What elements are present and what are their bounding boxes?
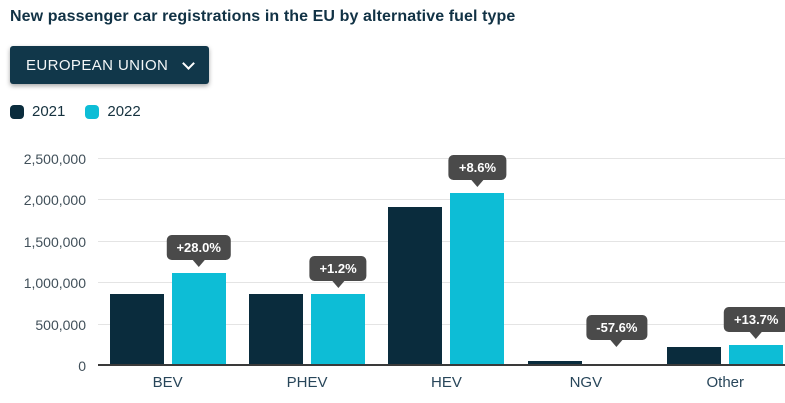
bar-2022-phev (311, 294, 366, 366)
y-tick-label: 2,500,000 (23, 151, 86, 167)
legend-label-2021: 2021 (32, 103, 66, 120)
change-label-ngv: -57.6% (586, 315, 648, 340)
x-axis-label-hev: HEV (431, 374, 462, 391)
legend-swatch-2022 (85, 104, 100, 119)
bar-2021-phev (249, 294, 304, 366)
y-tick-label: 500,000 (35, 317, 86, 333)
gridline (98, 199, 785, 200)
bar-group-bev: +28.0% BEV (109, 139, 231, 391)
change-label-hev: +8.6% (448, 155, 507, 180)
bar-group-ngv: -57.6% NGV (527, 139, 648, 391)
y-tick-label: 1,500,000 (23, 234, 86, 250)
bar-group-hev: +8.6% HEV (388, 139, 507, 391)
y-tick-label: 0 (78, 358, 86, 374)
x-axis-line (98, 364, 785, 366)
chart-title: New passenger car registrations in the E… (10, 8, 516, 25)
legend-item-2022: 2022 (85, 103, 141, 120)
chevron-down-icon (182, 56, 196, 70)
page: New passenger car registrations in the E… (0, 0, 785, 366)
y-tick-label: 1,000,000 (23, 275, 86, 291)
legend-swatch-2021 (10, 104, 24, 119)
x-axis-label-bev: BEV (152, 374, 183, 391)
bar-2022-other (729, 345, 784, 366)
change-label-bev: +28.0% (166, 235, 231, 260)
bar-2021-other (667, 347, 722, 366)
chart-legend: 2021 2022 (10, 103, 785, 120)
x-axis-label-other: Other (706, 374, 744, 391)
region-dropdown-label: EUROPEAN UNION (26, 56, 169, 74)
change-label-phev: +1.2% (309, 256, 367, 281)
gridline (98, 158, 785, 159)
bar-chart: 0 500,000 1,000,000 1,500,000 2,000,000 2,500… (24, 139, 785, 391)
legend-item-2021: 2021 (10, 103, 65, 120)
change-label-other: +13.7% (724, 307, 785, 332)
bar-2022-bev (171, 273, 226, 366)
bar-group-phev: +1.2% PHEV (249, 139, 367, 391)
bar-2022-hev (450, 193, 505, 366)
bar-2021-ngv (527, 361, 582, 366)
bar-2021-hev (388, 207, 443, 366)
y-tick-label: 2,000,000 (23, 192, 86, 208)
bar-2021-bev (109, 294, 164, 366)
bar-group-other: +13.7% Other (667, 139, 785, 391)
bar-groups: +28.0% BEV +1.2% PHEV +8.6% HEV -57.6% NGV +13.7… (98, 139, 785, 391)
legend-label-2022: 2022 (107, 103, 141, 120)
x-axis-label-phev: PHEV (286, 374, 328, 391)
x-axis-label-ngv: NGV (569, 374, 603, 391)
region-dropdown[interactable]: EUROPEAN UNION (10, 46, 210, 84)
